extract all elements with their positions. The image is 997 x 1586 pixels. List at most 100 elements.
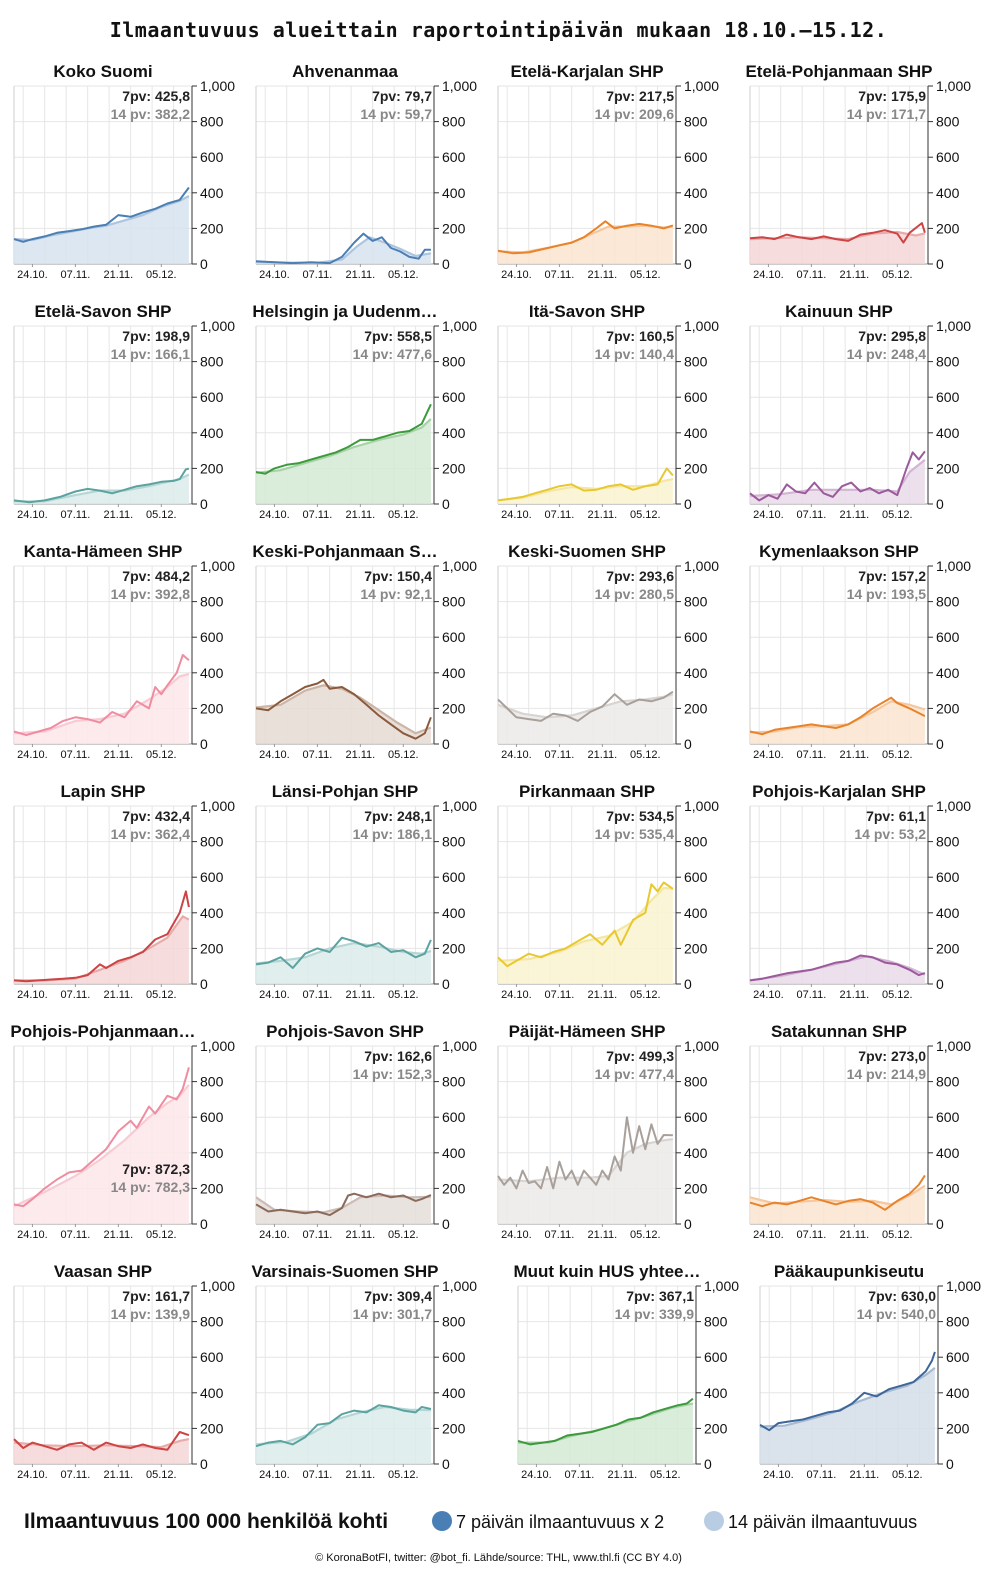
x-tick-label: 07.11. [564, 1469, 594, 1481]
y-tick-label: 600 [200, 869, 224, 885]
x-tick-label: 24.10. [259, 509, 290, 521]
y-tick-label: 1,000 [936, 78, 971, 94]
series-14-day-area [750, 956, 925, 984]
y-tick-label: 1,000 [442, 1278, 477, 1294]
y-tick-label: 600 [442, 1349, 466, 1365]
x-tick-label: 05.12. [146, 1229, 177, 1241]
y-tick-label: 400 [442, 1385, 466, 1401]
y-tick-label: 1,000 [684, 798, 719, 814]
label-14-day: 14 pv: 92,1 [360, 586, 432, 602]
x-tick-label: 05.12. [882, 269, 913, 281]
label-7-day: 7pv: 558,5 [364, 328, 432, 344]
y-tick-label: 400 [936, 1145, 960, 1161]
y-tick-label: 800 [936, 594, 960, 610]
y-tick-label: 400 [442, 665, 466, 681]
series-14-day-area [256, 1407, 431, 1464]
x-tick-label: 21.11. [587, 509, 617, 521]
y-tick-label: 800 [442, 594, 466, 610]
y-tick-label: 0 [684, 256, 692, 272]
series-14-day-area [498, 479, 673, 504]
panel-pohjois-savon-shp: 0 200 400 600 800 1,000 24.10. 07.11. 21.11. 05.1… [255, 1022, 477, 1241]
series-14-day-area [256, 1195, 431, 1224]
y-tick-label: 400 [442, 1145, 466, 1161]
x-tick-label: 07.11. [544, 749, 574, 761]
y-tick-label: 1,000 [936, 558, 971, 574]
label-14-day: 14 pv: 392,8 [111, 586, 191, 602]
label-14-day: 14 pv: 186,1 [353, 826, 433, 842]
y-tick-label: 200 [200, 220, 224, 236]
y-tick-label: 400 [200, 425, 224, 441]
panel-title: Keski-Suomen SHP [508, 542, 666, 561]
label-7-day: 7pv: 160,5 [606, 328, 674, 344]
y-tick-label: 800 [200, 114, 224, 130]
label-14-day: 14 pv: 171,7 [847, 106, 927, 122]
y-tick-label: 800 [200, 834, 224, 850]
series-7-day-line [255, 678, 432, 740]
y-tick-label: 800 [936, 114, 960, 130]
panel-itä-savon-shp: 0 200 400 600 800 1,000 24.10. 07.11. 21.11. 05.1… [497, 302, 719, 521]
label-7-day: 7pv: 273,0 [858, 1048, 926, 1064]
x-tick-label: 05.12. [388, 1469, 419, 1481]
panel-keski-suomen-shp: 0 200 400 600 800 1,000 24.10. 07.11. 21.11. 05.1… [497, 542, 719, 761]
y-tick-label: 200 [442, 460, 466, 476]
label-7-day: 7pv: 150,4 [364, 568, 432, 584]
panel-helsingin-ja-uudenm: 0 200 400 600 800 1,000 24.10. 07.11. 21.11. 05.1… [252, 302, 477, 521]
series-7-day-line [13, 890, 190, 983]
y-tick-label: 400 [936, 905, 960, 921]
x-tick-label: 24.10. [501, 989, 532, 1001]
y-tick-label: 800 [200, 1314, 224, 1330]
y-tick-label: 800 [442, 1074, 466, 1090]
panel-title: Pirkanmaan SHP [519, 782, 655, 801]
panel-koko-suomi: 0 200 400 600 800 1,000 24.10. 07.11. 21.11. 05.1… [13, 62, 235, 281]
y-tick-label: 1,000 [442, 1038, 477, 1054]
x-tick-label: 05.12. [146, 509, 177, 521]
y-tick-label: 800 [684, 594, 708, 610]
x-tick-label: 24.10. [501, 509, 532, 521]
x-tick-label: 05.12. [388, 1229, 419, 1241]
panel-etelä-savon-shp: 0 200 400 600 800 1,000 24.10. 07.11. 21.11. 05.1… [13, 302, 235, 521]
y-tick-label: 800 [200, 594, 224, 610]
y-tick-label: 1,000 [936, 318, 971, 334]
y-tick-label: 400 [684, 425, 708, 441]
series-7-day-line [749, 1174, 926, 1211]
label-7-day: 7pv: 248,1 [364, 808, 432, 824]
x-tick-label: 24.10. [501, 269, 532, 281]
legend-label-7-day: 7 päivän ilmaantuvuus x 2 [456, 1512, 665, 1532]
label-14-day: 14 pv: 339,9 [615, 1306, 695, 1322]
x-tick-label: 05.12. [882, 749, 913, 761]
series-7-day-line [255, 1192, 432, 1217]
x-tick-label: 24.10. [17, 1469, 48, 1481]
y-tick-label: 200 [200, 1420, 224, 1436]
x-tick-label: 05.12. [650, 1469, 681, 1481]
series-14-day-area [750, 232, 925, 264]
x-tick-label: 05.12. [388, 989, 419, 1001]
y-tick-label: 600 [442, 1109, 466, 1125]
y-tick-label: 200 [936, 220, 960, 236]
series-14-day-area [14, 1439, 189, 1464]
y-tick-label: 1,000 [200, 78, 235, 94]
y-tick-label: 1,000 [684, 1038, 719, 1054]
y-tick-label: 0 [200, 736, 208, 752]
x-tick-label: 07.11. [60, 269, 90, 281]
y-tick-label: 1,000 [442, 318, 477, 334]
x-tick-label: 24.10. [259, 749, 290, 761]
y-tick-label: 0 [936, 256, 944, 272]
y-tick-label: 0 [200, 256, 208, 272]
series-7-day-line [749, 954, 926, 982]
y-tick-label: 400 [684, 665, 708, 681]
y-tick-label: 400 [442, 905, 466, 921]
footer-credits: © KoronaBotFI, twitter: @bot_fi. Lähde/s… [315, 1552, 682, 1564]
main-title: Ilmaantuvuus alueittain raportointipäivä… [109, 18, 888, 42]
panel-lapin-shp: 0 200 400 600 800 1,000 24.10. 07.11. 21.11. 05.1… [13, 782, 235, 1001]
y-tick-label: 0 [200, 1216, 208, 1232]
y-tick-label: 200 [936, 700, 960, 716]
series-7-day-line [497, 467, 674, 502]
y-tick-label: 400 [684, 905, 708, 921]
y-tick-label: 0 [684, 736, 692, 752]
x-tick-label: 24.10. [753, 749, 784, 761]
y-tick-label: 400 [200, 665, 224, 681]
series-14-day-area [750, 701, 925, 744]
panel-satakunnan-shp: 0 200 400 600 800 1,000 24.10. 07.11. 21.11. 05.1… [749, 1022, 971, 1241]
series-14-day-area [498, 1139, 673, 1224]
x-tick-label: 21.11. [345, 989, 375, 1001]
